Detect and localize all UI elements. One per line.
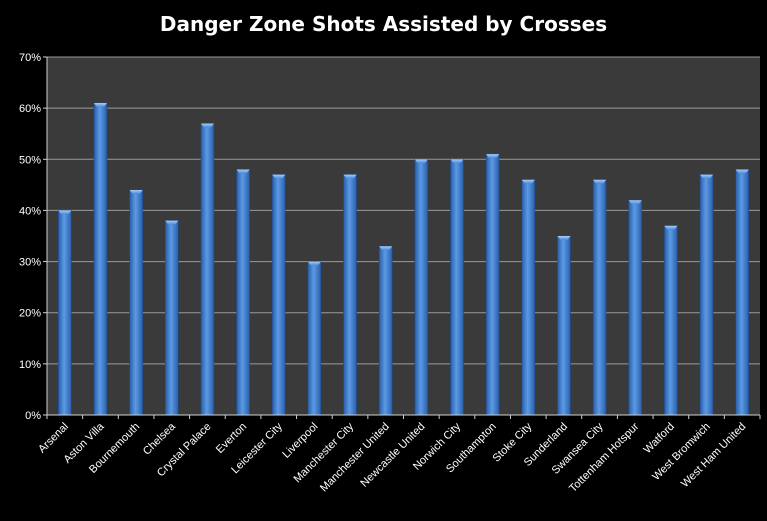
bar [58, 210, 72, 416]
x-tick-label: West Ham United [679, 421, 748, 490]
plot-area [47, 57, 760, 415]
y-tick-label: 20% [19, 308, 41, 320]
y-tick-label: 0% [25, 410, 41, 422]
y-tick-label: 70% [19, 52, 41, 64]
bar [664, 225, 678, 416]
bar [271, 174, 286, 416]
bar [93, 102, 108, 416]
bar [628, 199, 643, 416]
bar [557, 235, 571, 416]
bar [735, 169, 749, 416]
x-tick-label: Everton [214, 421, 249, 456]
x-tick-label: Watford [642, 421, 677, 456]
x-tick-label: Newcastle United [358, 421, 427, 490]
y-tick-labels: 0% 10% 20% 30% 40% 50% 60% 70% [19, 52, 41, 422]
x-tick-label: Tottenham Hotspur [567, 420, 641, 494]
y-tick-label: 40% [19, 205, 41, 217]
bar [200, 123, 215, 416]
bar [485, 153, 500, 416]
chart-title: Danger Zone Shots Assisted by Crosses [159, 12, 608, 36]
bar [699, 174, 714, 416]
bar [414, 158, 429, 416]
bar [521, 179, 536, 416]
bar [343, 174, 357, 416]
bar [592, 179, 607, 416]
bar [129, 189, 143, 416]
y-tick-label: 30% [19, 257, 41, 269]
bar [450, 158, 464, 416]
bar [307, 261, 322, 416]
y-tick-label: 50% [19, 154, 41, 166]
bar [378, 245, 393, 416]
y-tick-label: 10% [19, 359, 41, 371]
bars [58, 102, 749, 416]
x-tick-label: Arsenal [36, 421, 71, 456]
bar [164, 220, 179, 416]
axes [43, 56, 761, 419]
y-tick-label: 60% [19, 103, 41, 115]
bar [236, 169, 250, 416]
